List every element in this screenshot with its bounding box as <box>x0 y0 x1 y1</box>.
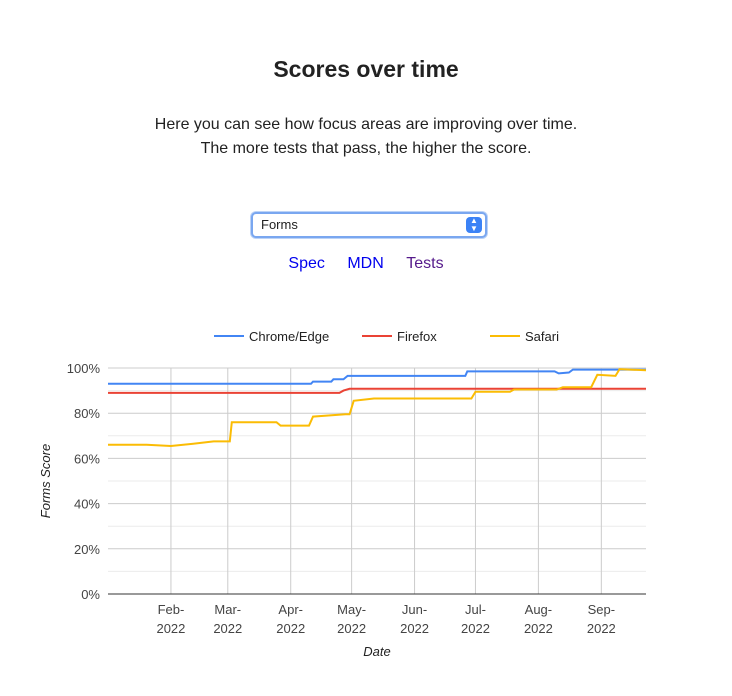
page-title: Scores over time <box>273 56 459 82</box>
x-tick-label: 2022 <box>524 621 553 636</box>
series-line-firefox <box>108 387 646 394</box>
y-tick-label: 20% <box>74 542 100 557</box>
x-tick-label: 2022 <box>461 621 490 636</box>
y-tick-label: 80% <box>74 406 100 421</box>
series-line-safari <box>108 368 647 448</box>
x-tick-label: 2022 <box>587 621 616 636</box>
y-tick-label: 60% <box>74 451 100 466</box>
x-tick-label: Jul- <box>465 602 486 617</box>
y-tick-label: 0% <box>81 587 100 602</box>
y-tick-label: 40% <box>74 497 100 512</box>
spec-link[interactable]: Spec <box>288 255 325 272</box>
x-tick-label: Mar- <box>214 602 241 617</box>
x-tick-label: 2022 <box>213 621 242 636</box>
x-tick-label: Feb- <box>158 602 185 617</box>
select-value: Forms <box>261 217 298 232</box>
x-tick-label: 2022 <box>156 621 185 636</box>
x-tick-label: Sep- <box>588 602 615 617</box>
description: Here you can see how focus areas are imp… <box>154 116 578 157</box>
legend-label: Firefox <box>397 329 437 344</box>
focus-area-select[interactable]: Forms ▲ ▼ <box>251 212 487 238</box>
series-line-chrome-edge <box>108 368 646 385</box>
y-axis-title: Forms Score <box>38 444 53 518</box>
x-tick-label: Aug- <box>525 602 552 617</box>
x-tick-label: 2022 <box>276 621 305 636</box>
tests-link[interactable]: Tests <box>406 255 444 272</box>
legend-label: Chrome/Edge <box>249 329 329 344</box>
legend-label: Safari <box>525 329 559 344</box>
y-tick-label: 100% <box>67 361 101 376</box>
mdn-link[interactable]: MDN <box>347 255 384 272</box>
x-tick-label: Apr- <box>278 602 303 617</box>
chevron-updown-icon: ▲ ▼ <box>466 217 482 233</box>
x-tick-label: 2022 <box>337 621 366 636</box>
links: Spec MDN Tests <box>0 255 732 273</box>
x-tick-label: 2022 <box>400 621 429 636</box>
x-tick-label: Jun- <box>402 602 427 617</box>
x-tick-label: May- <box>337 602 366 617</box>
x-axis-title: Date <box>363 644 390 659</box>
